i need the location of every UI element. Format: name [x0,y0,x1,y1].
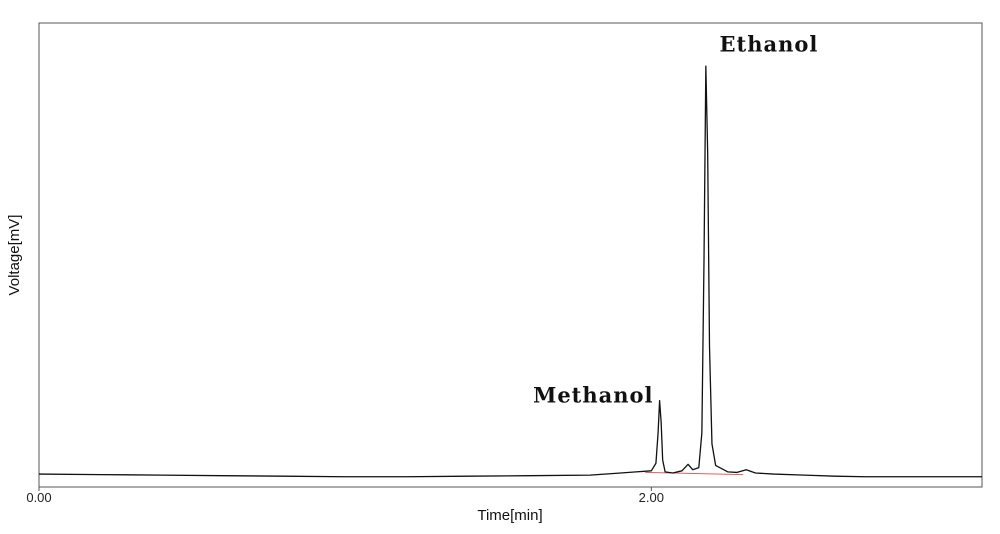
x-axis-label: Time[min] [477,507,542,524]
baseline-line [645,471,744,476]
annotation-layer: Methanol Ethanol [533,32,819,408]
peak-label-methanol: Methanol [533,382,653,407]
peak-label-ethanol: Ethanol [720,32,819,57]
signal-trace-line [38,65,982,478]
x-tick-label: 0.00 [26,490,51,505]
tick-layer: 0.00 2.00 [26,487,664,505]
y-axis-label: Voltage[mV] [6,215,23,296]
x-tick-label: 2.00 [639,490,664,505]
series-layer [38,65,982,478]
plot-frame [38,22,983,488]
